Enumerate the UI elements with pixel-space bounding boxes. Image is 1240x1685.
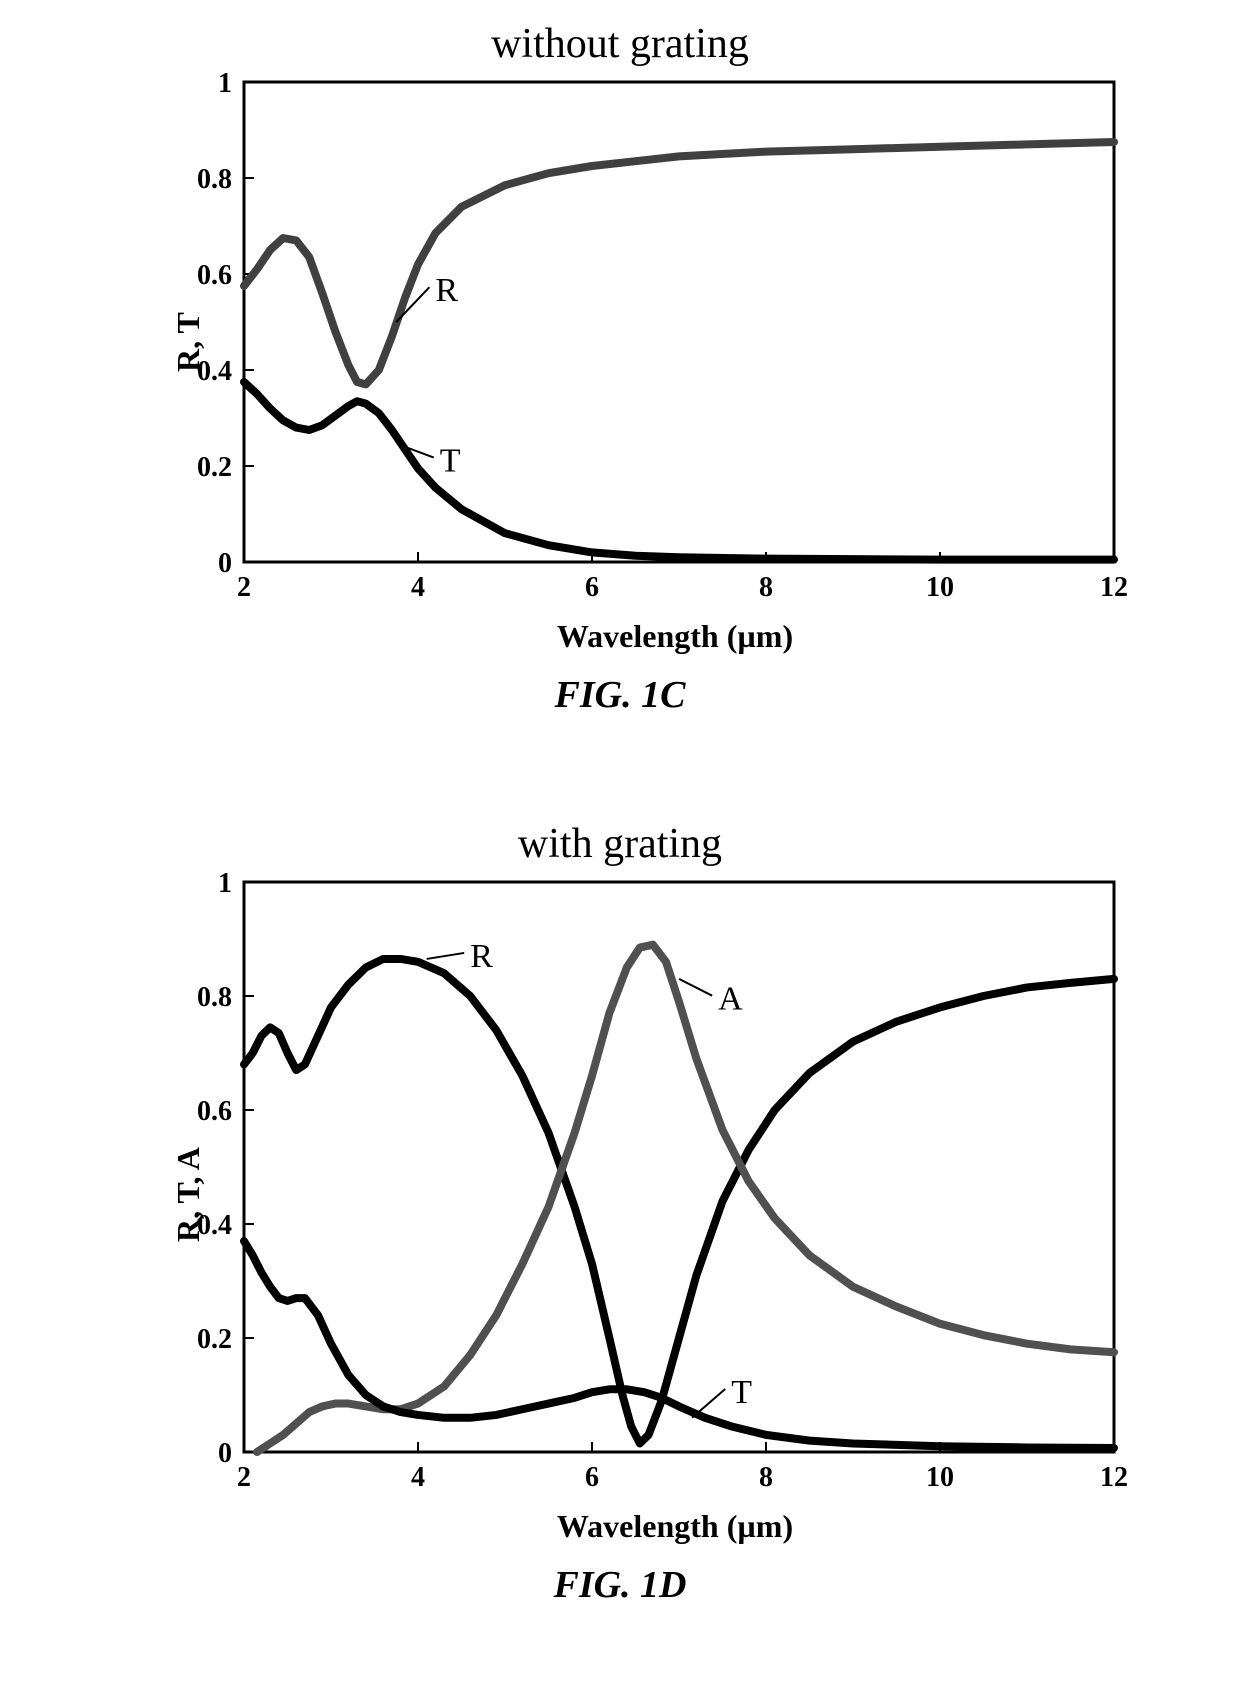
plot-wrap-1d: R, T, A 2468101200.20.40.60.81RAT Wavele… xyxy=(230,872,1120,1545)
series-label-r: R xyxy=(470,938,493,975)
y-tick-label: 0 xyxy=(218,1438,232,1469)
leader-a xyxy=(679,979,712,996)
series-label-a: A xyxy=(718,981,743,1018)
y-tick-label: 0.2 xyxy=(197,452,232,483)
y-axis-label-1c: R, T xyxy=(170,312,207,372)
series-t xyxy=(244,382,1114,560)
x-tick-label: 10 xyxy=(926,1462,954,1493)
chart-title-1d: with grating xyxy=(120,820,1120,868)
page: without grating R, T 2468101200.20.40.60… xyxy=(0,0,1240,1685)
y-tick-label: 0.8 xyxy=(197,164,232,195)
chart-title-1c: without grating xyxy=(120,20,1120,68)
series-r xyxy=(244,142,1114,384)
x-tick-label: 6 xyxy=(585,1462,599,1493)
x-tick-label: 2 xyxy=(237,1462,251,1493)
series-label-t: T xyxy=(440,443,461,480)
plot-svg-1d: 2468101200.20.40.60.81RAT xyxy=(230,872,1124,1502)
x-tick-label: 8 xyxy=(759,1462,773,1493)
x-tick-label: 4 xyxy=(411,572,425,603)
series-r xyxy=(244,959,1114,1443)
figure-1d: with grating R, T, A 2468101200.20.40.60… xyxy=(120,820,1120,1640)
plot-svg-1c: 2468101200.20.40.60.81RT xyxy=(230,72,1124,612)
x-tick-label: 12 xyxy=(1100,1462,1128,1493)
y-tick-label: 0.6 xyxy=(197,260,232,291)
leader-r xyxy=(427,953,465,959)
series-label-t: T xyxy=(731,1374,752,1411)
figure-caption-1c: FIG. 1C xyxy=(120,673,1120,717)
figure-caption-1d: FIG. 1D xyxy=(120,1563,1120,1607)
x-tick-label: 10 xyxy=(926,572,954,603)
x-tick-label: 4 xyxy=(411,1462,425,1493)
series-label-r: R xyxy=(435,272,458,309)
y-tick-label: 1 xyxy=(218,68,232,99)
y-tick-label: 1 xyxy=(218,868,232,899)
x-axis-label-1c: Wavelength (µm) xyxy=(230,618,1120,655)
x-tick-label: 12 xyxy=(1100,572,1128,603)
x-tick-label: 6 xyxy=(585,572,599,603)
y-tick-label: 0.8 xyxy=(197,982,232,1013)
x-axis-label-1d: Wavelength (µm) xyxy=(230,1508,1120,1545)
plot-wrap-1c: R, T 2468101200.20.40.60.81RT Wavelength… xyxy=(230,72,1120,655)
y-tick-label: 0 xyxy=(218,548,232,579)
series-a xyxy=(257,945,1114,1452)
x-tick-label: 2 xyxy=(237,572,251,603)
y-tick-label: 0.6 xyxy=(197,1096,232,1127)
leader-t xyxy=(692,1389,725,1418)
x-tick-label: 8 xyxy=(759,572,773,603)
y-axis-label-1d: R, T, A xyxy=(170,1147,207,1242)
y-tick-label: 0.2 xyxy=(197,1324,232,1355)
figure-1c: without grating R, T 2468101200.20.40.60… xyxy=(120,20,1120,740)
